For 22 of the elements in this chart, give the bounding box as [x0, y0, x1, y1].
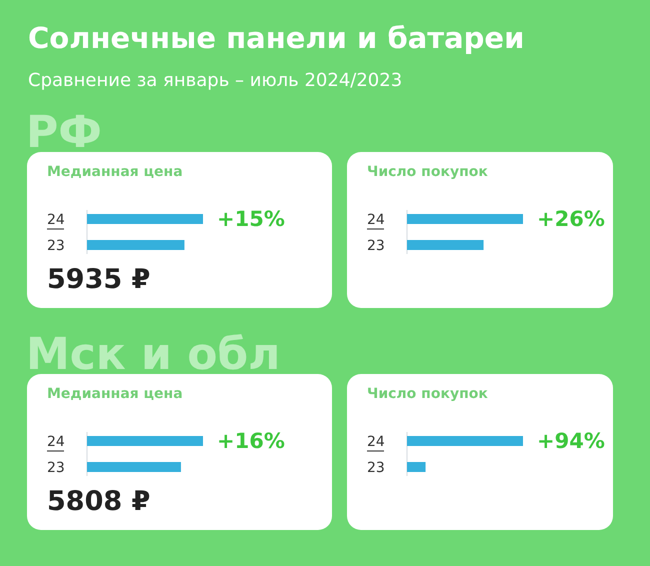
text: Мск и обл [26, 329, 280, 380]
text: +15% [217, 207, 285, 231]
y-tick-label: 23 [367, 238, 385, 254]
chart-title: Медианная цена [47, 164, 183, 180]
y-tick-label: 23 [367, 460, 385, 476]
y-tick-label: 24 [47, 212, 65, 228]
y-tick-label: 23 [47, 238, 65, 254]
text: Солнечные панели и батареи [28, 21, 524, 55]
y-tick-label: 24 [367, 212, 385, 228]
text: 5935 ₽ [47, 264, 150, 295]
y-tick-label: 23 [47, 460, 65, 476]
text: Сравнение за январь – июль 2024/2023 [28, 70, 402, 91]
chart-title: Число покупок [367, 386, 488, 402]
text: РФ [26, 107, 102, 158]
text: +26% [537, 207, 605, 231]
text: 5808 ₽ [47, 486, 150, 517]
y-tick-label: 24 [367, 434, 385, 450]
y-tick-label: 24 [47, 434, 65, 450]
text: +94% [537, 429, 605, 453]
chart-title: Число покупок [367, 164, 488, 180]
chart-title: Медианная цена [47, 386, 183, 402]
text: +16% [217, 429, 285, 453]
